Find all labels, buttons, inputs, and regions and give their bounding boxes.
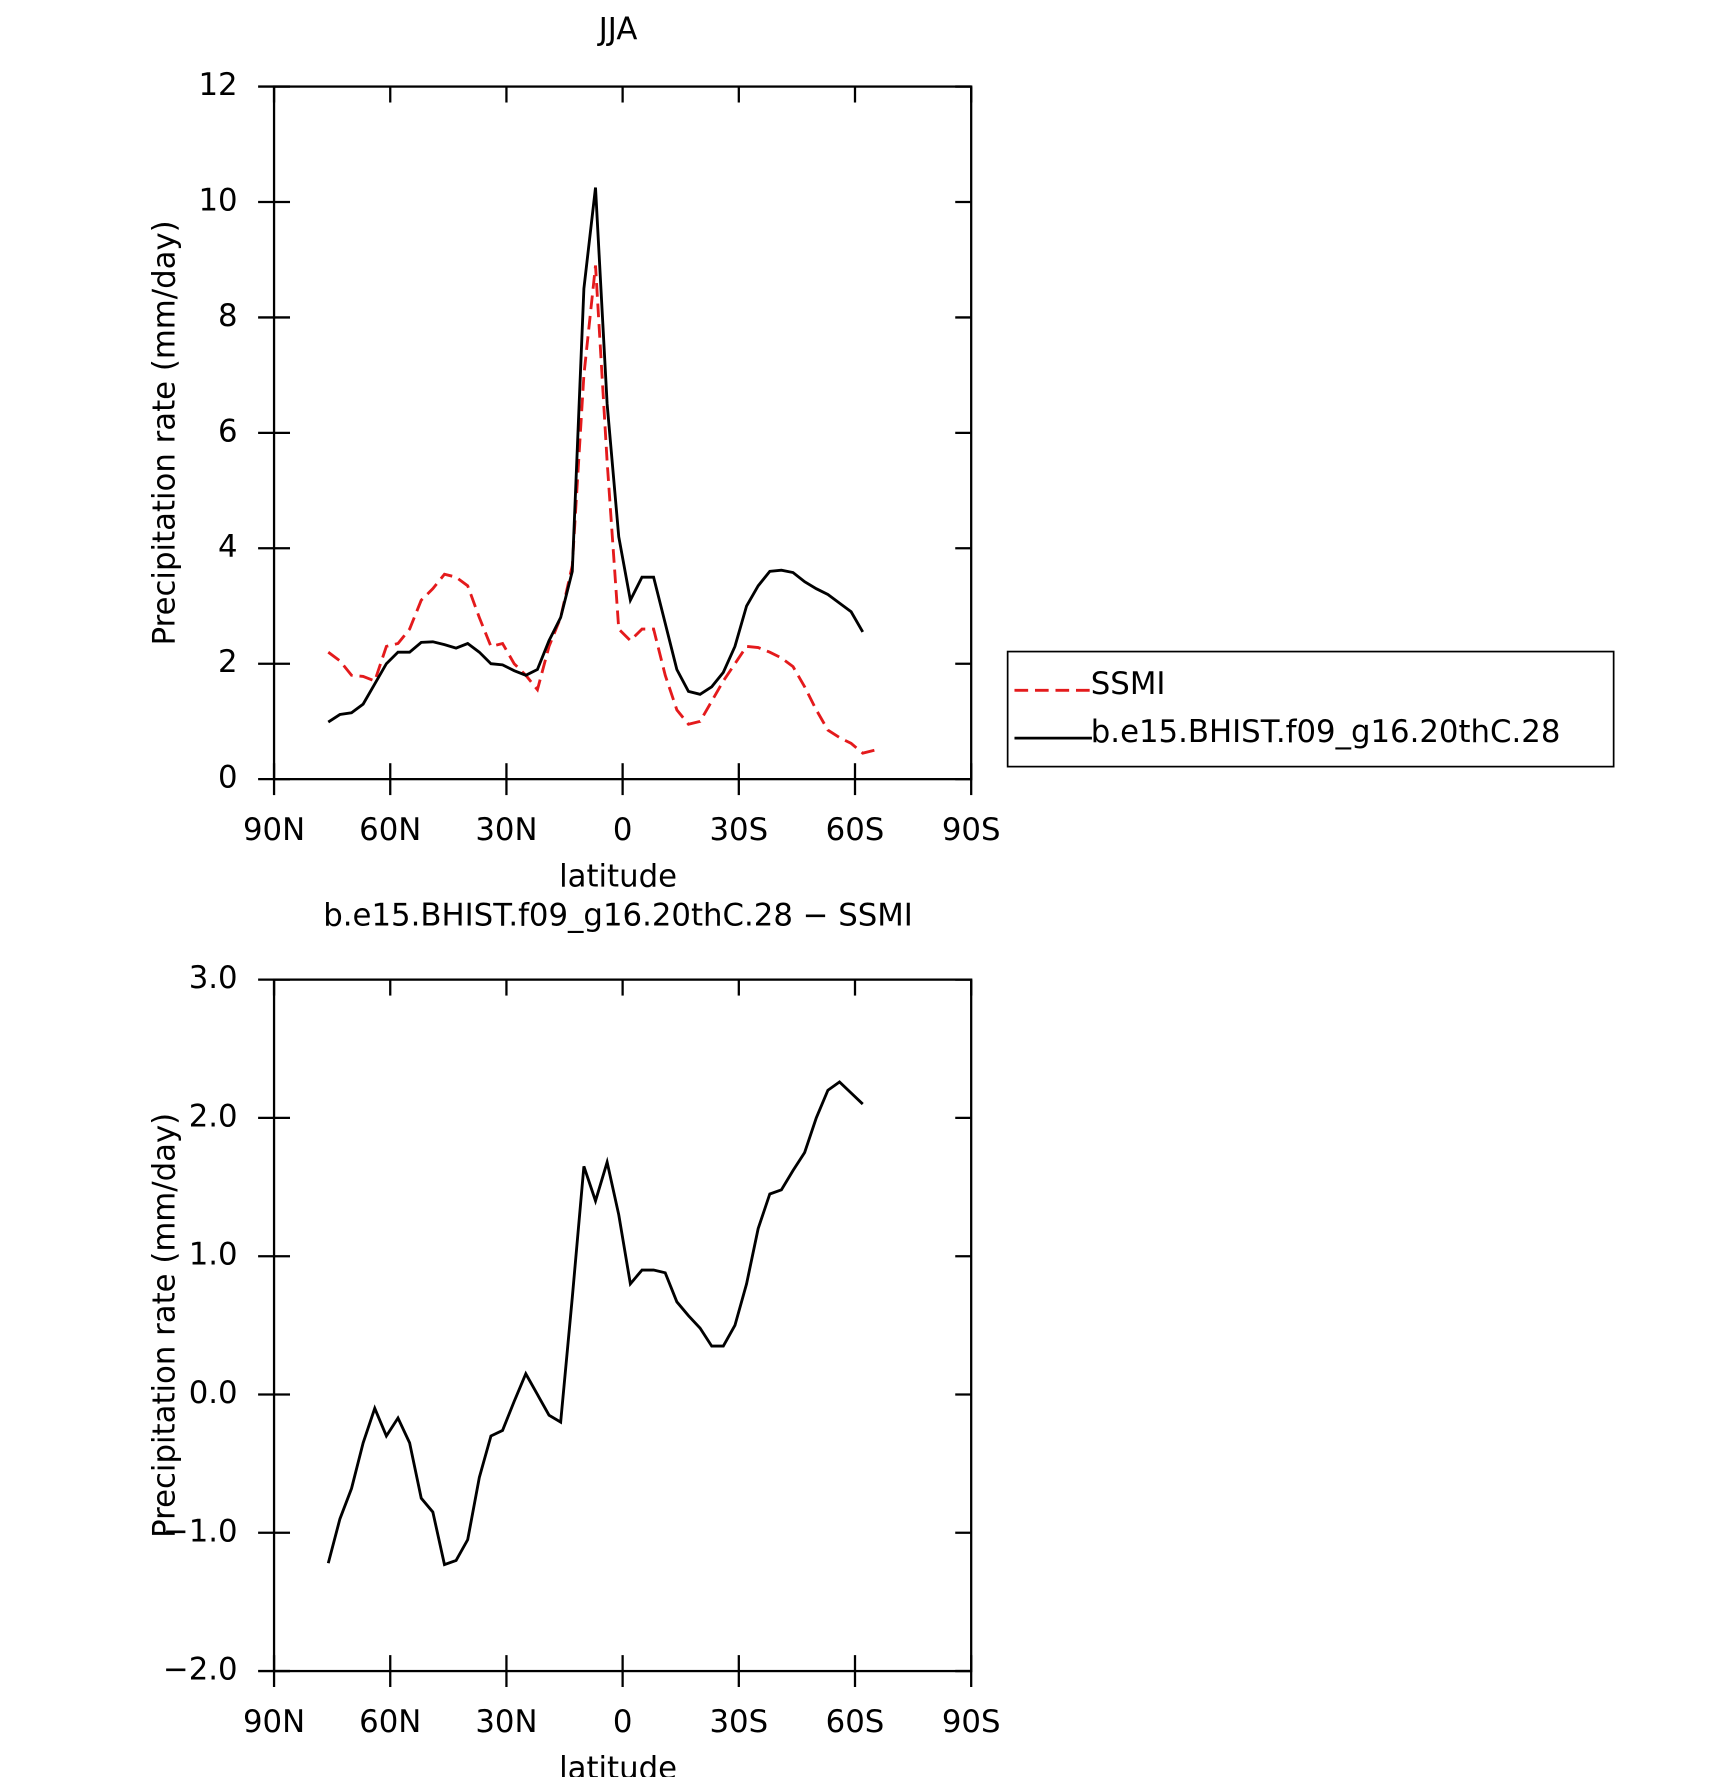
- y-tick-label: 4: [218, 529, 238, 565]
- y-tick-label: 2.0: [189, 1098, 238, 1134]
- chart-title: JJA: [597, 11, 638, 47]
- x-tick-label: 60S: [826, 812, 885, 848]
- y-tick-label: 0: [218, 760, 238, 796]
- y-tick-label: 3.0: [189, 960, 238, 996]
- data-line: [327, 265, 875, 755]
- y-axis-label: Precipitation rate (mm/day): [146, 1113, 182, 1538]
- y-tick-label: 0.0: [189, 1375, 238, 1411]
- x-tick-label: 90S: [942, 1704, 1001, 1740]
- y-tick-label: 12: [198, 67, 237, 103]
- y-tick-label: 2: [218, 644, 238, 680]
- y-tick-label: 1.0: [189, 1237, 238, 1273]
- plot-frame: [272, 978, 973, 1673]
- legend-label: b.e15.BHIST.f09_g16.20thC.28: [1091, 714, 1561, 750]
- legend-box: [1006, 650, 1615, 768]
- x-tick-label: 60N: [359, 1704, 421, 1740]
- x-tick-label: 30S: [709, 812, 768, 848]
- legend-label: SSMI: [1091, 666, 1166, 702]
- x-tick-label: 30N: [475, 1704, 537, 1740]
- y-tick-label: 6: [218, 413, 238, 449]
- data-line: [327, 187, 864, 724]
- x-tick-label: 30N: [475, 812, 537, 848]
- y-axis-label: Precipitation rate (mm/day): [146, 220, 182, 645]
- y-tick-label: −2.0: [163, 1652, 238, 1688]
- x-tick-label: 90N: [243, 1704, 305, 1740]
- x-axis-label: latitude: [559, 1751, 677, 1777]
- x-tick-label: 30S: [709, 1704, 768, 1740]
- x-tick-label: 0: [613, 812, 633, 848]
- x-tick-label: 60S: [826, 1704, 885, 1740]
- y-tick-label: −1.0: [163, 1513, 238, 1549]
- y-tick-label: 10: [198, 183, 237, 219]
- x-tick-label: 90N: [243, 812, 305, 848]
- x-tick-label: 90S: [942, 812, 1001, 848]
- x-tick-label: 0: [613, 1704, 633, 1740]
- y-tick-label: 8: [218, 298, 238, 334]
- chart-title: b.e15.BHIST.f09_g16.20thC.28 − SSMI: [323, 897, 913, 933]
- data-line: [326, 1080, 864, 1567]
- x-axis-label: latitude: [559, 859, 677, 895]
- x-tick-label: 60N: [359, 812, 421, 848]
